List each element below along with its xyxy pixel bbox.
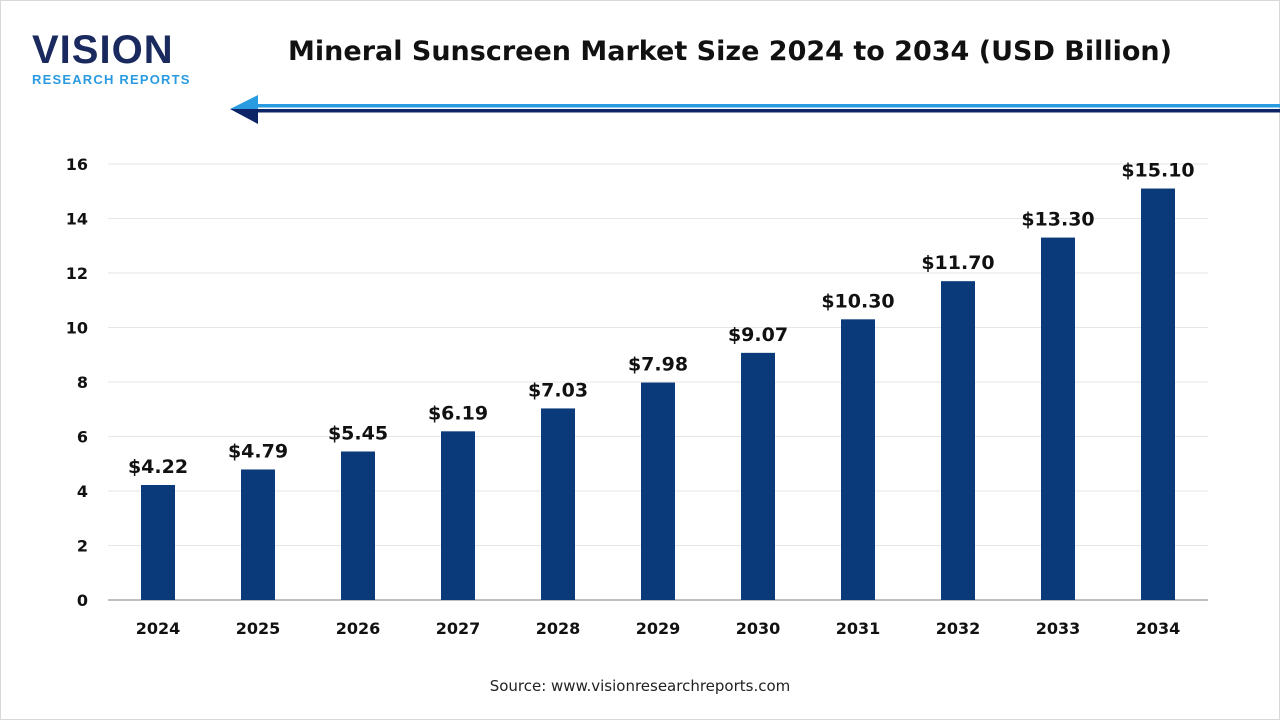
data-label: $15.10 — [1121, 160, 1194, 182]
data-label: $4.79 — [228, 440, 288, 462]
x-tick-label: 2027 — [436, 619, 481, 638]
bar-2034 — [1141, 188, 1175, 600]
y-tick-label: 0 — [77, 591, 88, 610]
data-label: $10.30 — [821, 290, 894, 312]
x-tick-label: 2030 — [736, 619, 781, 638]
x-tick-label: 2028 — [536, 619, 581, 638]
arrow-line-dark — [250, 109, 1280, 113]
bar-2033 — [1041, 237, 1075, 600]
arrow-head-light — [230, 95, 258, 109]
y-tick-label: 4 — [77, 482, 88, 501]
data-label: $11.70 — [921, 252, 994, 274]
x-tick-label: 2025 — [236, 619, 281, 638]
y-tick-label: 2 — [77, 537, 88, 556]
logo-wordmark: VISION — [32, 28, 174, 72]
arrow-head-dark — [230, 109, 258, 124]
bar-2028 — [541, 408, 575, 600]
x-tick-label: 2031 — [836, 619, 881, 638]
x-tick-label: 2032 — [936, 619, 981, 638]
header-arrow — [230, 95, 1280, 124]
x-tick-label: 2029 — [636, 619, 681, 638]
bar-2031 — [841, 319, 875, 600]
y-tick-label: 8 — [77, 373, 88, 392]
y-tick-label: 10 — [66, 319, 88, 338]
x-tick-label: 2026 — [336, 619, 381, 638]
bar-2032 — [941, 281, 975, 600]
logo-tagline: RESEARCH REPORTS — [32, 72, 191, 87]
y-tick-label: 16 — [66, 155, 88, 174]
bar-2027 — [441, 431, 475, 600]
x-tick-label: 2024 — [136, 619, 181, 638]
arrow-line-light — [250, 104, 1280, 108]
bar-2029 — [641, 382, 675, 600]
data-label: $5.45 — [328, 422, 388, 444]
y-tick-label: 6 — [77, 428, 88, 447]
y-tick-label: 14 — [66, 210, 88, 229]
data-label: $7.98 — [628, 354, 688, 376]
bar-2026 — [341, 451, 375, 600]
bar-2024 — [141, 485, 175, 600]
data-label: $9.07 — [728, 324, 788, 346]
data-label: $13.30 — [1021, 209, 1094, 231]
logo: VISION RESEARCH REPORTS — [32, 30, 191, 87]
data-label: $4.22 — [128, 456, 188, 478]
data-label: $6.19 — [428, 402, 488, 424]
y-tick-label: 12 — [66, 264, 88, 283]
data-label: $7.03 — [528, 379, 588, 401]
bar-2025 — [241, 469, 275, 600]
x-tick-label: 2034 — [1136, 619, 1181, 638]
bar-2030 — [741, 352, 775, 600]
x-tick-label: 2033 — [1036, 619, 1081, 638]
source-note: Source: www.visionresearchreports.com — [489, 677, 791, 695]
chart-title: Mineral Sunscreen Market Size 2024 to 20… — [288, 36, 1172, 67]
